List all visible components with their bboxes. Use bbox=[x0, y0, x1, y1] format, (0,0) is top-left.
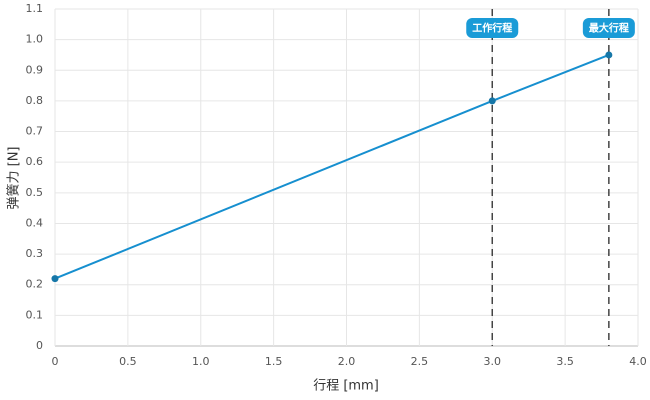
y-tick-label: 0 bbox=[36, 339, 43, 352]
annotation-box bbox=[582, 18, 635, 38]
data-point bbox=[51, 275, 59, 283]
data-point bbox=[605, 51, 613, 59]
x-tick-label: 1.5 bbox=[265, 355, 283, 368]
x-tick-label: 0 bbox=[52, 355, 59, 368]
y-tick-label: 0.7 bbox=[26, 125, 44, 138]
y-tick-label: 0.2 bbox=[26, 278, 44, 291]
annotation-label: 最大行程 bbox=[589, 22, 629, 35]
data-line bbox=[54, 54, 610, 280]
x-axis-title: 行程 [mm] bbox=[313, 379, 379, 394]
y-tick-label: 1.0 bbox=[26, 33, 44, 46]
x-tick-label: 2.5 bbox=[411, 355, 429, 368]
x-tick-label: 4.0 bbox=[629, 355, 647, 368]
y-tick-label: 0.9 bbox=[26, 63, 44, 76]
y-tick-label: 0.5 bbox=[26, 186, 44, 199]
x-tick-label: 1.0 bbox=[192, 355, 210, 368]
y-tick-label: 0.8 bbox=[26, 94, 44, 107]
y-tick-label: 1.1 bbox=[26, 2, 44, 15]
y-axis-title: 弹簧力 [N] bbox=[6, 146, 22, 209]
x-tick-label: 3.5 bbox=[556, 355, 574, 368]
x-tick-label: 3.0 bbox=[484, 355, 502, 368]
data-point bbox=[488, 97, 496, 105]
x-tick-label: 0.5 bbox=[119, 355, 137, 368]
annotation-label: 工作行程 bbox=[472, 22, 512, 35]
y-tick-label: 0.4 bbox=[26, 216, 44, 229]
y-tick-label: 0.1 bbox=[26, 308, 44, 321]
x-tick-label: 2.0 bbox=[338, 355, 356, 368]
y-tick-label: 0.6 bbox=[26, 155, 44, 168]
annotation-box bbox=[466, 18, 519, 38]
y-tick-label: 0.3 bbox=[26, 247, 44, 260]
